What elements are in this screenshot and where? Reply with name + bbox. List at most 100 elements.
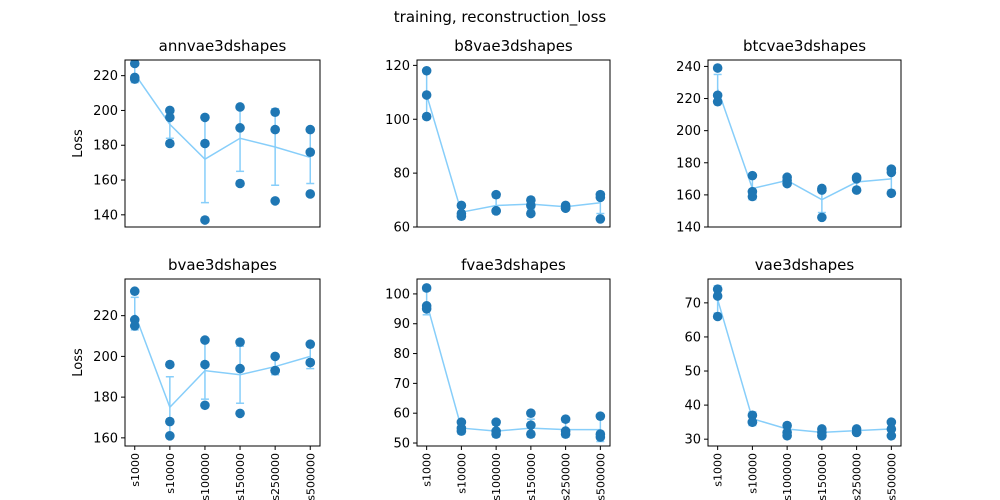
axes-frame (124, 278, 321, 447)
y-tick-label: 180 (676, 156, 701, 171)
data-point (235, 123, 245, 133)
data-point (200, 359, 210, 370)
mean-line (134, 73, 311, 161)
x-tick-label: s500000 (304, 453, 317, 500)
data-point (817, 212, 827, 223)
y-tick-label: 100 (385, 287, 410, 302)
data-point (712, 311, 723, 322)
x-tick-label: s500000 (885, 453, 898, 500)
data-point (560, 203, 571, 213)
data-point (305, 124, 316, 135)
data-point (270, 196, 280, 206)
y-tick-label: 80 (393, 167, 410, 182)
x-tick-label: s150000 (525, 453, 538, 500)
y-tick-label: 70 (684, 296, 701, 311)
data-point (129, 321, 140, 331)
x-tick-label: s500000 (594, 453, 607, 500)
data-point (560, 429, 571, 439)
plot-area (712, 284, 897, 441)
data-point (200, 400, 210, 411)
data-point (712, 284, 723, 295)
y-tick-label: 50 (393, 437, 410, 452)
data-point (782, 178, 792, 189)
data-point (595, 192, 606, 203)
y-tick-label: 120 (385, 59, 410, 74)
data-point (421, 283, 432, 293)
data-point (886, 417, 897, 427)
data-point (491, 429, 501, 439)
data-point (456, 200, 467, 211)
figure-title: training, reconstruction_loss (394, 8, 607, 27)
data-point (235, 408, 245, 419)
data-point (886, 424, 897, 434)
y-tick-label: 60 (393, 407, 410, 422)
data-point (235, 102, 245, 112)
data-point (270, 124, 280, 135)
data-point (270, 365, 280, 376)
data-point (165, 112, 175, 123)
data-point (595, 411, 606, 421)
y-tick-label: 30 (684, 433, 701, 448)
y-tick-label: 80 (393, 347, 410, 362)
mean-line (134, 313, 311, 409)
y-tick-label: 50 (684, 365, 701, 380)
data-point (817, 185, 827, 195)
data-point (129, 286, 140, 297)
y-tick-label: 40 (684, 399, 701, 414)
data-point (200, 138, 210, 149)
data-point (851, 427, 862, 438)
x-tick-label: s100000 (781, 453, 794, 500)
plot-area (421, 283, 606, 443)
data-point (165, 416, 175, 427)
subplot-fvae3dshapes: fvae3dshapes 50 60 70 80 90 100 s1000 s10000 s100… (385, 256, 611, 500)
x-tick-label: s10000 (164, 453, 177, 494)
y-tick-label: 240 (676, 60, 701, 75)
data-point (526, 429, 536, 439)
axes-frame (707, 278, 902, 447)
data-point (165, 359, 175, 370)
y-tick-label: 100 (385, 113, 410, 128)
y-axis-label: Loss (71, 348, 86, 377)
data-point (526, 420, 536, 430)
subplot-title: annvae3dshapes (159, 37, 287, 55)
data-point (886, 188, 897, 199)
y-tick-label: 220 (676, 92, 701, 107)
plot-area (129, 60, 316, 225)
data-point (782, 430, 792, 441)
data-point (165, 105, 175, 116)
x-tick-label: s100000 (199, 453, 212, 500)
data-point (747, 417, 758, 427)
y-tick-label: 180 (93, 391, 118, 406)
y-tick-label: 60 (393, 221, 410, 236)
y-tick-label: 160 (93, 431, 118, 446)
subplot-title: btcvae3dshapes (743, 37, 866, 55)
plot-area (129, 286, 316, 441)
x-tick-label: s250000 (560, 453, 573, 500)
data-point (421, 304, 432, 314)
data-point (712, 291, 723, 301)
mean-line (425, 94, 601, 214)
axes-frame (416, 278, 611, 447)
y-tick-label: 140 (93, 208, 118, 223)
data-point (491, 417, 501, 427)
subplot-title: bvae3dshapes (168, 256, 277, 274)
data-point (421, 90, 432, 100)
subplot-b8vae3dshapes: b8vae3dshapes 60 80 100 120 (385, 37, 611, 236)
data-point (886, 430, 897, 441)
x-tick-label: s150000 (234, 453, 247, 500)
data-point (712, 96, 723, 107)
data-point (270, 107, 280, 117)
data-point (305, 357, 316, 368)
data-point (595, 214, 606, 224)
y-tick-label: 220 (93, 309, 118, 324)
x-tick-label: s150000 (816, 453, 829, 500)
data-point (305, 147, 316, 157)
x-tick-label: s10000 (746, 453, 759, 494)
y-tick-label: 200 (93, 104, 118, 119)
y-tick-label: 60 (684, 330, 701, 345)
axes-frame (707, 59, 902, 228)
x-tick-label: s1000 (712, 453, 725, 487)
data-point (782, 420, 792, 431)
data-point (165, 431, 175, 441)
